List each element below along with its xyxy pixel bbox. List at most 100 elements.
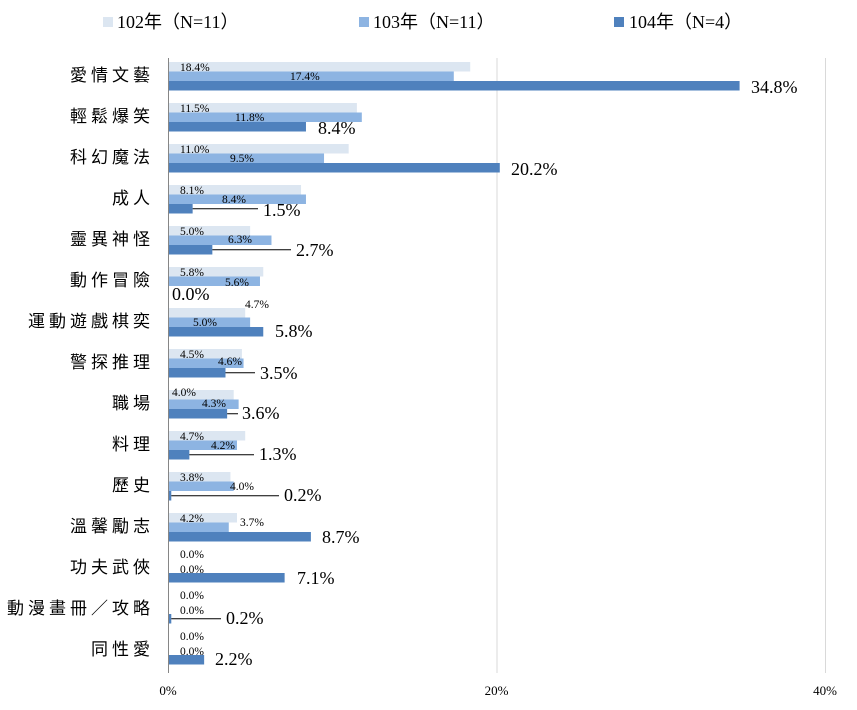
bar-series-3-category-1: [168, 81, 740, 91]
leader-lines: [171, 208, 291, 620]
data-label-series-2-category-9: 4.3%: [202, 398, 226, 410]
gridlines: [496, 58, 826, 673]
category-label-8: 警探推理: [70, 353, 154, 372]
category-label-7: 運動遊戲棋奕: [28, 312, 154, 331]
data-label-series-1-category-14: 0.0%: [180, 590, 204, 602]
data-label-series-1-category-12: 4.2%: [180, 513, 204, 525]
data-label-series-3-category-6: 0.0%: [172, 284, 210, 304]
data-label-series-1-category-8: 4.5%: [180, 349, 204, 361]
bars: [168, 62, 740, 665]
category-label-11: 歷史: [112, 476, 154, 495]
value-axis-tick-labels: 0% 20% 40%: [159, 683, 837, 698]
data-label-series-2-category-13: 0.0%: [180, 564, 204, 576]
data-label-series-3-category-10: 1.3%: [259, 444, 297, 464]
bar-series-2-category-6: [168, 276, 260, 286]
category-label-9: 職場: [112, 394, 154, 413]
data-label-series-3-category-12: 8.7%: [322, 527, 360, 547]
bar-series-3-category-13: [168, 573, 285, 583]
bar-series-3-category-3: [168, 163, 500, 173]
legend-item-3: 104年（N=4）: [614, 12, 742, 32]
bar-series-3-category-5: [168, 245, 213, 255]
data-label-series-1-category-1: 18.4%: [180, 62, 210, 74]
data-label-series-1-category-2: 11.5%: [180, 103, 210, 115]
data-label-series-2-category-1: 17.4%: [290, 71, 320, 83]
bar-series-3-category-2: [168, 122, 306, 132]
bar-series-2-category-2: [168, 112, 362, 122]
data-label-series-3-category-15: 2.2%: [215, 649, 253, 669]
data-label-series-3-category-8: 3.5%: [260, 363, 298, 383]
bar-series-2-category-10: [168, 440, 237, 450]
category-label-12: 溫馨勵志: [70, 517, 154, 536]
bar-series-1-category-3: [168, 144, 349, 154]
bar-series-3-category-9: [168, 409, 228, 419]
data-label-series-2-category-3: 9.5%: [230, 153, 254, 165]
bar-series-1-category-12: [168, 513, 237, 523]
bar-series-1-category-8: [168, 349, 242, 359]
data-label-series-1-category-11: 3.8%: [180, 472, 204, 484]
bar-series-1-category-7: [168, 308, 246, 318]
bar-series-2-category-5: [168, 235, 272, 245]
bar-series-2-category-8: [168, 358, 244, 368]
bar-series-1-category-1: [168, 62, 471, 72]
bar-series-3-category-10: [168, 450, 190, 460]
data-label-series-2-category-15: 0.0%: [180, 646, 204, 658]
data-label-series-2-category-6: 5.6%: [225, 277, 249, 289]
legend-label-2: 103年（N=11）: [373, 12, 494, 32]
data-label-series-1-category-9: 4.0%: [172, 387, 196, 399]
bar-series-3-category-14: [168, 614, 172, 624]
bar-series-2-category-4: [168, 194, 306, 204]
bar-series-3-category-4: [168, 204, 193, 214]
data-label-series-3-category-2: 8.4%: [318, 118, 356, 138]
data-label-series-3-category-4: 1.5%: [263, 200, 301, 220]
category-label-6: 動作冒險: [70, 271, 154, 290]
legend-label-1: 102年（N=11）: [117, 12, 238, 32]
bar-series-1-category-5: [168, 226, 251, 236]
legend-label-3: 104年（N=4）: [629, 12, 742, 32]
data-label-series-1-category-5: 5.0%: [180, 226, 204, 238]
data-label-series-2-category-11: 4.0%: [230, 481, 254, 493]
legend: 102年（N=11） 103年（N=11） 104年（N=4）: [103, 12, 742, 32]
category-label-10: 料理: [112, 435, 154, 454]
legend-swatch-2: [359, 17, 369, 27]
x-tick-label-3: 40%: [813, 683, 837, 698]
data-label-series-2-category-10: 4.2%: [211, 440, 235, 452]
data-label-series-1-category-3: 11.0%: [180, 144, 210, 156]
data-label-series-3-category-1: 34.8%: [751, 77, 798, 97]
data-label-series-1-category-6: 5.8%: [180, 267, 204, 279]
bar-series-1-category-4: [168, 185, 302, 195]
category-label-1: 愛情文藝: [70, 66, 154, 85]
data-label-series-3-category-14: 0.2%: [226, 608, 264, 628]
data-label-series-1-category-7: 4.7%: [245, 299, 269, 311]
data-label-series-2-category-8: 4.6%: [218, 356, 242, 368]
bar-series-3-category-8: [168, 368, 226, 378]
data-label-series-3-category-9: 3.6%: [242, 403, 280, 423]
data-label-series-2-category-14: 0.0%: [180, 605, 204, 617]
bar-series-1-category-10: [168, 431, 246, 441]
bar-series-3-category-11: [168, 491, 172, 501]
bar-series-1-category-6: [168, 267, 264, 277]
bar-series-3-category-12: [168, 532, 311, 542]
data-label-series-3-category-5: 2.7%: [296, 240, 334, 260]
category-labels: 愛情文藝輕鬆爆笑科幻魔法成人靈異神怪動作冒險運動遊戲棋奕警探推理職場料理歷史溫馨…: [7, 66, 154, 659]
category-label-14: 動漫畫冊／攻略: [7, 599, 154, 618]
category-label-13: 功夫武俠: [70, 558, 154, 577]
legend-swatch-1: [103, 17, 113, 27]
bar-series-3-category-15: [168, 655, 205, 665]
legend-item-2: 103年（N=11）: [359, 12, 494, 32]
data-labels: 18.4% 11.5% 11.0% 8.1% 5.0% 5.8% 4.7% 4.5% 4.0% 4…: [172, 62, 798, 669]
bar-series-2-category-3: [168, 153, 325, 163]
category-label-5: 靈異神怪: [70, 230, 154, 249]
bar-series-1-category-11: [168, 472, 231, 482]
bar-series-1-category-2: [168, 103, 357, 113]
data-label-series-2-category-12: 3.7%: [240, 517, 264, 529]
bar-series-1-category-9: [168, 390, 234, 400]
category-label-3: 科幻魔法: [70, 148, 154, 167]
x-tick-label-1: 0%: [159, 683, 177, 698]
data-label-series-2-category-4: 8.4%: [222, 194, 246, 206]
data-label-series-1-category-10: 4.7%: [180, 431, 204, 443]
data-label-series-2-category-2: 11.8%: [235, 112, 265, 124]
data-label-series-3-category-11: 0.2%: [284, 485, 322, 505]
legend-item-1: 102年（N=11）: [103, 12, 238, 32]
data-label-series-2-category-7: 5.0%: [193, 317, 217, 329]
